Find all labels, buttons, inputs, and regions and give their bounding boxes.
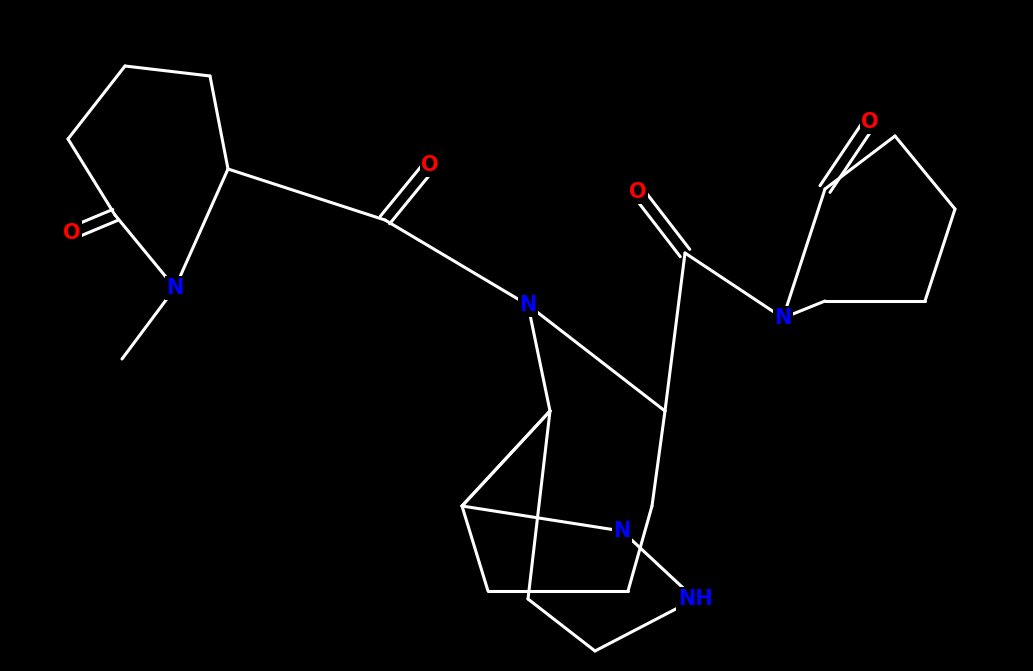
Text: O: O bbox=[421, 155, 439, 175]
Text: N: N bbox=[166, 278, 184, 298]
Text: N: N bbox=[614, 521, 631, 541]
Text: N: N bbox=[520, 295, 537, 315]
Text: NH: NH bbox=[678, 589, 713, 609]
Text: O: O bbox=[63, 223, 81, 243]
Text: O: O bbox=[862, 112, 879, 132]
Text: N: N bbox=[775, 308, 791, 328]
Text: O: O bbox=[629, 182, 647, 202]
